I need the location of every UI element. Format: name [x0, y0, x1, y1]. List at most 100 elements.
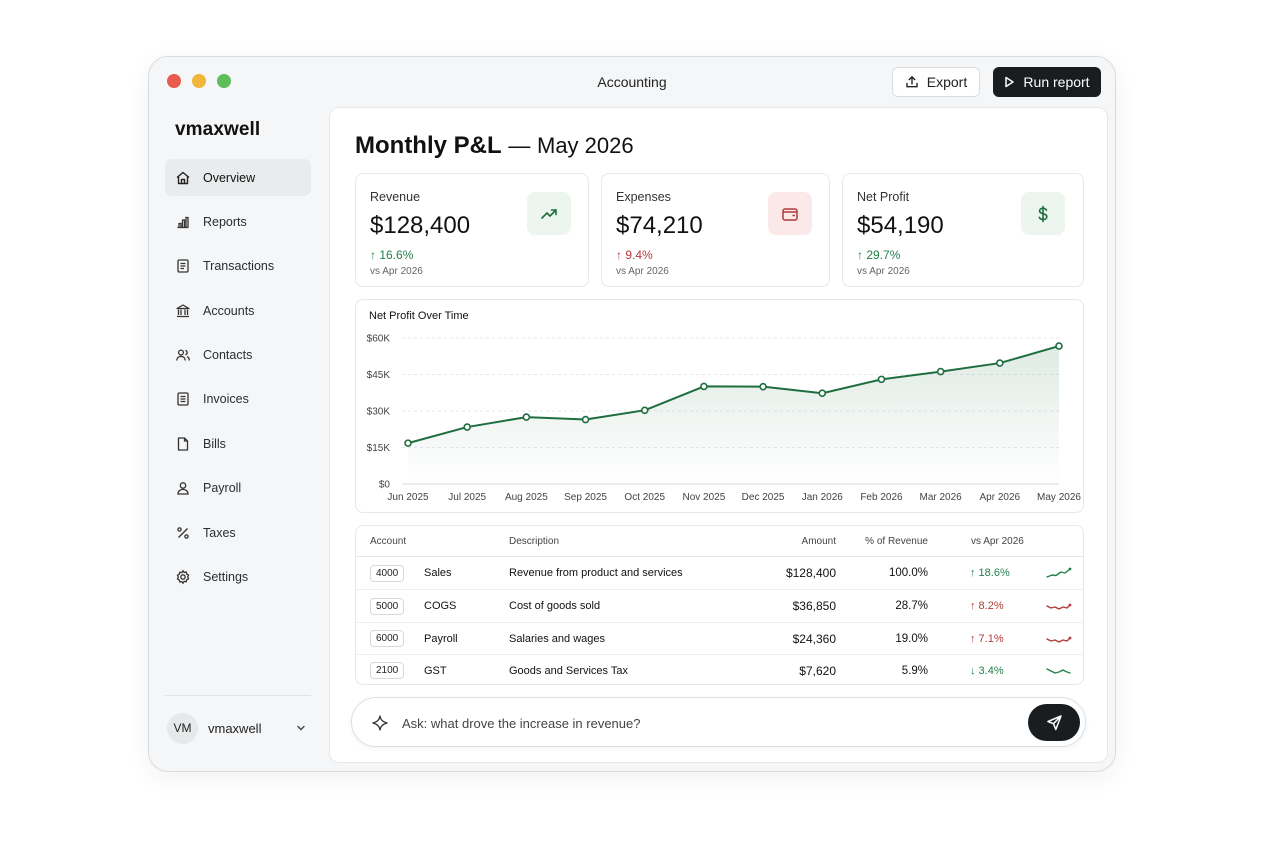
sidebar-item-label: Payroll: [203, 481, 242, 496]
users-icon: [175, 347, 191, 363]
sparkline-icon: [1045, 623, 1073, 655]
y-tick-label: $15K: [367, 443, 391, 454]
x-tick-label: Sep 2025: [564, 492, 607, 503]
sidebar-item-label: Reports: [203, 214, 247, 229]
x-tick-label: Mar 2026: [920, 492, 963, 503]
kpi-value: $54,190: [857, 212, 944, 239]
account-code: 4000: [370, 564, 405, 582]
user-menu[interactable]: VM vmaxwell: [167, 711, 307, 745]
x-tick-label: Aug 2025: [505, 492, 548, 503]
account-code: 6000: [370, 630, 405, 648]
sidebar-item-payroll[interactable]: Payroll: [165, 470, 311, 507]
account-name: Sales: [424, 567, 452, 579]
sidebar-item-invoices[interactable]: Invoices: [165, 381, 311, 418]
kpi-delta: ↑ 9.4%: [616, 248, 653, 262]
kpi-label: Net Profit: [857, 190, 910, 204]
header-divider: [356, 556, 1083, 557]
y-tick-label: $45K: [367, 370, 391, 381]
run-report-button[interactable]: Run report: [993, 67, 1101, 97]
account-code: 2100: [370, 662, 405, 680]
user-icon: [175, 480, 191, 496]
data-point: [936, 367, 945, 376]
sidebar-item-label: Invoices: [203, 392, 249, 407]
account-change: ↑ 18.6%: [970, 567, 1010, 579]
sidebar-item-bills[interactable]: Bills: [165, 425, 311, 462]
gear-icon: [175, 569, 191, 585]
sidebar-item-label: Overview: [203, 170, 256, 185]
account-code-cell: 4000: [370, 557, 405, 589]
sidebar: vmaxwell Overview Reports Transactions A…: [149, 107, 329, 771]
sidebar-item-taxes[interactable]: Taxes: [165, 514, 311, 551]
account-change: ↓ 3.4%: [970, 664, 1004, 677]
sidebar-item-reports[interactable]: Reports: [165, 203, 311, 240]
account-code: 5000: [370, 597, 405, 615]
kpi-delta: ↑ 29.7%: [857, 248, 901, 262]
x-tick-label: May 2026: [1037, 492, 1081, 503]
minimize-window-button[interactable]: [192, 74, 206, 88]
account-amount: $128,400: [785, 566, 836, 580]
chart-plot: $0 $15K $30K $45K $60K Jun 2025 Jul 2025 Aug 20…: [367, 334, 1082, 504]
export-label: Export: [926, 74, 968, 90]
kpi-comparison: vs Apr 2026: [857, 266, 910, 277]
sidebar-item-label: Contacts: [203, 348, 253, 363]
account-description: Salaries and wages: [509, 632, 606, 645]
upload-icon: [906, 76, 918, 88]
app-window: Accounting Export Run report vmaxwell Ov…: [148, 56, 1116, 772]
net-profit-chart: Net Profit Over Time $0 $15K $30K $45K $60K J…: [355, 299, 1084, 513]
play-icon: [1005, 76, 1015, 88]
table-row[interactable]: 4000 Sales Revenue from product and servic…: [356, 557, 1083, 589]
account-description: Goods and Services Tax: [509, 664, 629, 677]
run-report-label: Run report: [1023, 74, 1090, 90]
sidebar-item-transactions[interactable]: Transactions: [165, 248, 311, 285]
data-point: [996, 359, 1004, 367]
data-point: [404, 439, 412, 447]
x-tick-label: Oct 2025: [624, 492, 665, 503]
page-period: May 2026: [537, 133, 634, 158]
account-code-cell: 2100: [370, 655, 405, 684]
kpi-value: $128,400: [370, 212, 471, 239]
table-row[interactable]: 5000 COGS Cost of goods sold $36,850 28.7% ↑ …: [356, 589, 1083, 621]
sidebar-item-settings[interactable]: Settings: [165, 559, 311, 596]
page-title: Monthly P&L — May 2026: [355, 132, 634, 160]
x-tick-label: Jul 2025: [448, 492, 486, 503]
table-row[interactable]: 6000 Payroll Salaries and wages $24,360 19.0…: [356, 621, 1083, 655]
account-pct-revenue: 28.7%: [895, 600, 928, 613]
sidebar-item-contacts[interactable]: Contacts: [165, 337, 311, 374]
sidebar-item-overview[interactable]: Overview: [165, 159, 311, 196]
account-name: GST: [424, 664, 447, 677]
ask-input[interactable]: [402, 711, 1002, 735]
x-tick-label: Jun 2025: [387, 492, 429, 503]
file-icon: [175, 436, 191, 452]
sparkline-icon: [1045, 655, 1073, 684]
account-code-cell: 5000: [370, 590, 405, 622]
send-icon: [1046, 715, 1062, 731]
header-amount: Amount: [801, 535, 836, 547]
pl-table: Account Description Amount % of Revenue …: [355, 525, 1084, 685]
account-pct-revenue: 5.9%: [901, 664, 928, 677]
page-title-separator: —: [508, 133, 531, 158]
data-point: [759, 382, 767, 391]
title-bar: Accounting Export Run report: [149, 57, 1115, 107]
sidebar-item-label: Taxes: [203, 525, 236, 540]
export-button[interactable]: Export: [892, 67, 980, 97]
account-change: ↑ 8.2%: [970, 600, 1004, 613]
user-name: vmaxwell: [208, 720, 262, 736]
data-point: [877, 375, 886, 384]
table-row[interactable]: 2100 GST Goods and Services Tax $7,620 5.9% ↓…: [356, 653, 1083, 684]
sidebar-item-label: Accounts: [203, 303, 255, 318]
data-point: [818, 389, 827, 398]
main-panel: Monthly P&L — May 2026 Revenue $128,400 …: [329, 107, 1108, 763]
maximize-window-button[interactable]: [217, 74, 231, 88]
home-icon: [175, 170, 191, 186]
dollar-icon: [1021, 192, 1065, 235]
sidebar-divider: [165, 695, 311, 696]
close-window-button[interactable]: [167, 74, 181, 88]
sidebar-nav: Overview Reports Transactions Accounts C…: [165, 159, 311, 603]
kpi-card-net-profit: Net Profit $54,190 ↑ 29.7% vs Apr 2026: [842, 173, 1084, 287]
send-button[interactable]: [1028, 704, 1080, 741]
x-tick-label: Feb 2026: [860, 492, 903, 503]
sidebar-item-accounts[interactable]: Accounts: [165, 292, 311, 329]
kpi-card-revenue: Revenue $128,400 ↑ 16.6% vs Apr 2026: [355, 173, 589, 287]
data-point: [581, 415, 590, 424]
data-point: [700, 382, 708, 391]
